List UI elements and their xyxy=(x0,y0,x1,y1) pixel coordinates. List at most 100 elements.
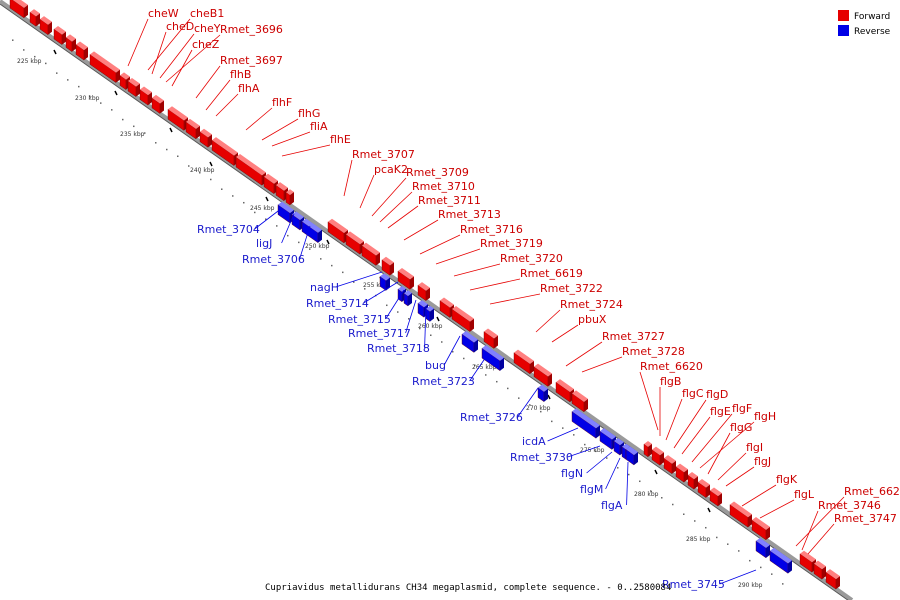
legend-swatch-reverse xyxy=(838,25,849,36)
gene-reverse xyxy=(613,437,624,456)
gene-forward xyxy=(483,328,498,349)
label-rmet-3727: Rmet_3727 xyxy=(602,330,665,343)
leader-line xyxy=(707,432,731,475)
label-flha: flhA xyxy=(238,82,260,95)
label-rmet-6621: Rmet_6621 xyxy=(844,485,900,498)
leader-line xyxy=(691,413,733,463)
label-flhb: flhB xyxy=(230,68,251,81)
gene-reverse xyxy=(537,384,548,403)
leader-line xyxy=(626,461,629,506)
label-nagh: nagH xyxy=(310,281,339,294)
label-flhf: flhF xyxy=(272,96,292,109)
leader-line xyxy=(719,569,757,585)
minor-tick xyxy=(683,513,685,515)
leader-line xyxy=(159,33,195,79)
label-chew: cheW xyxy=(148,7,179,20)
gene-forward xyxy=(361,242,380,266)
gene-forward xyxy=(651,446,664,466)
minor-tick xyxy=(386,304,388,307)
gene-forward xyxy=(263,173,278,195)
minor-tick xyxy=(716,536,718,539)
minor-tick xyxy=(78,85,80,88)
leader-line xyxy=(801,510,819,551)
gene-features xyxy=(9,0,840,590)
tick-marks xyxy=(12,39,784,585)
minor-tick xyxy=(485,374,487,376)
gene-forward xyxy=(65,34,76,53)
minor-tick xyxy=(430,334,432,337)
gene-forward xyxy=(397,267,414,290)
minor-tick xyxy=(760,566,762,569)
tick-label-9: 270 kbp xyxy=(526,405,551,412)
label-rmet-3713: Rmet_3713 xyxy=(438,208,501,221)
minor-tick xyxy=(650,490,652,492)
minor-tick xyxy=(67,79,69,81)
gene-forward xyxy=(53,25,66,46)
leader-line xyxy=(759,499,795,519)
gene-forward xyxy=(151,94,164,114)
tick-mark-9 xyxy=(547,394,551,400)
gene-forward xyxy=(235,154,266,186)
legend-label-forward: Forward xyxy=(854,12,890,22)
gene-reverse xyxy=(425,305,434,322)
label-flgb: flgB xyxy=(660,375,681,388)
tick-label-3: 240 kbp xyxy=(190,167,215,174)
minor-tick xyxy=(133,125,135,128)
leader-line xyxy=(469,353,489,382)
minor-tick xyxy=(419,327,421,330)
leader-line xyxy=(424,305,427,349)
gene-forward xyxy=(75,41,88,61)
minor-tick xyxy=(23,49,25,51)
leader-line xyxy=(261,118,299,141)
minor-tick xyxy=(364,288,366,290)
leader-line xyxy=(469,278,521,291)
gene-forward xyxy=(345,231,364,255)
leader-line xyxy=(795,496,845,547)
label-rmet-3747: Rmet_3747 xyxy=(834,512,897,525)
leader-line xyxy=(205,79,231,111)
tick-label-13: 290 kbp xyxy=(738,582,763,589)
minor-tick xyxy=(100,102,102,104)
minor-tick xyxy=(34,55,36,58)
leader-line xyxy=(147,18,191,71)
map-caption: Cupriavidus metallidurans CH34 megaplasm… xyxy=(265,583,671,593)
tick-mark-11 xyxy=(654,469,658,475)
minor-tick xyxy=(111,109,113,111)
minor-tick xyxy=(331,264,333,267)
leader-line xyxy=(281,144,331,157)
tick-label-2: 235 kbp xyxy=(120,131,145,138)
minor-tick xyxy=(496,380,498,383)
label-rmet-3726: Rmet_3726 xyxy=(460,411,523,424)
minor-tick xyxy=(782,583,784,585)
label-chez: cheZ xyxy=(192,38,220,51)
minor-tick xyxy=(672,503,674,506)
gene-forward xyxy=(285,189,294,206)
minor-tick xyxy=(661,497,663,499)
minor-tick xyxy=(342,271,344,274)
label-rmet-3719: Rmet_3719 xyxy=(480,237,543,250)
leader-line xyxy=(443,335,461,366)
gene-forward xyxy=(139,86,152,106)
label-chey: cheY xyxy=(194,22,221,35)
label-rmet-6619: Rmet_6619 xyxy=(520,267,583,280)
label-rmet-3709: Rmet_3709 xyxy=(406,166,469,179)
tick-label-1: 230 kbp xyxy=(75,95,100,102)
minor-tick xyxy=(573,434,575,436)
gene-forward xyxy=(687,472,698,490)
minor-tick xyxy=(562,427,564,429)
tick-mark-2 xyxy=(169,127,173,133)
minor-tick xyxy=(155,142,157,144)
leader-line xyxy=(673,399,707,449)
label-rmet-3707: Rmet_3707 xyxy=(352,148,415,161)
leader-line xyxy=(281,213,295,244)
minor-tick xyxy=(529,404,531,406)
label-rmet-3720: Rmet_3720 xyxy=(500,252,563,265)
gene-forward xyxy=(799,550,816,573)
minor-tick xyxy=(551,420,553,423)
leader-line xyxy=(717,452,747,481)
minor-tick xyxy=(441,341,443,343)
minor-tick xyxy=(254,211,256,214)
minor-tick xyxy=(463,357,465,360)
minor-tick xyxy=(628,473,630,476)
